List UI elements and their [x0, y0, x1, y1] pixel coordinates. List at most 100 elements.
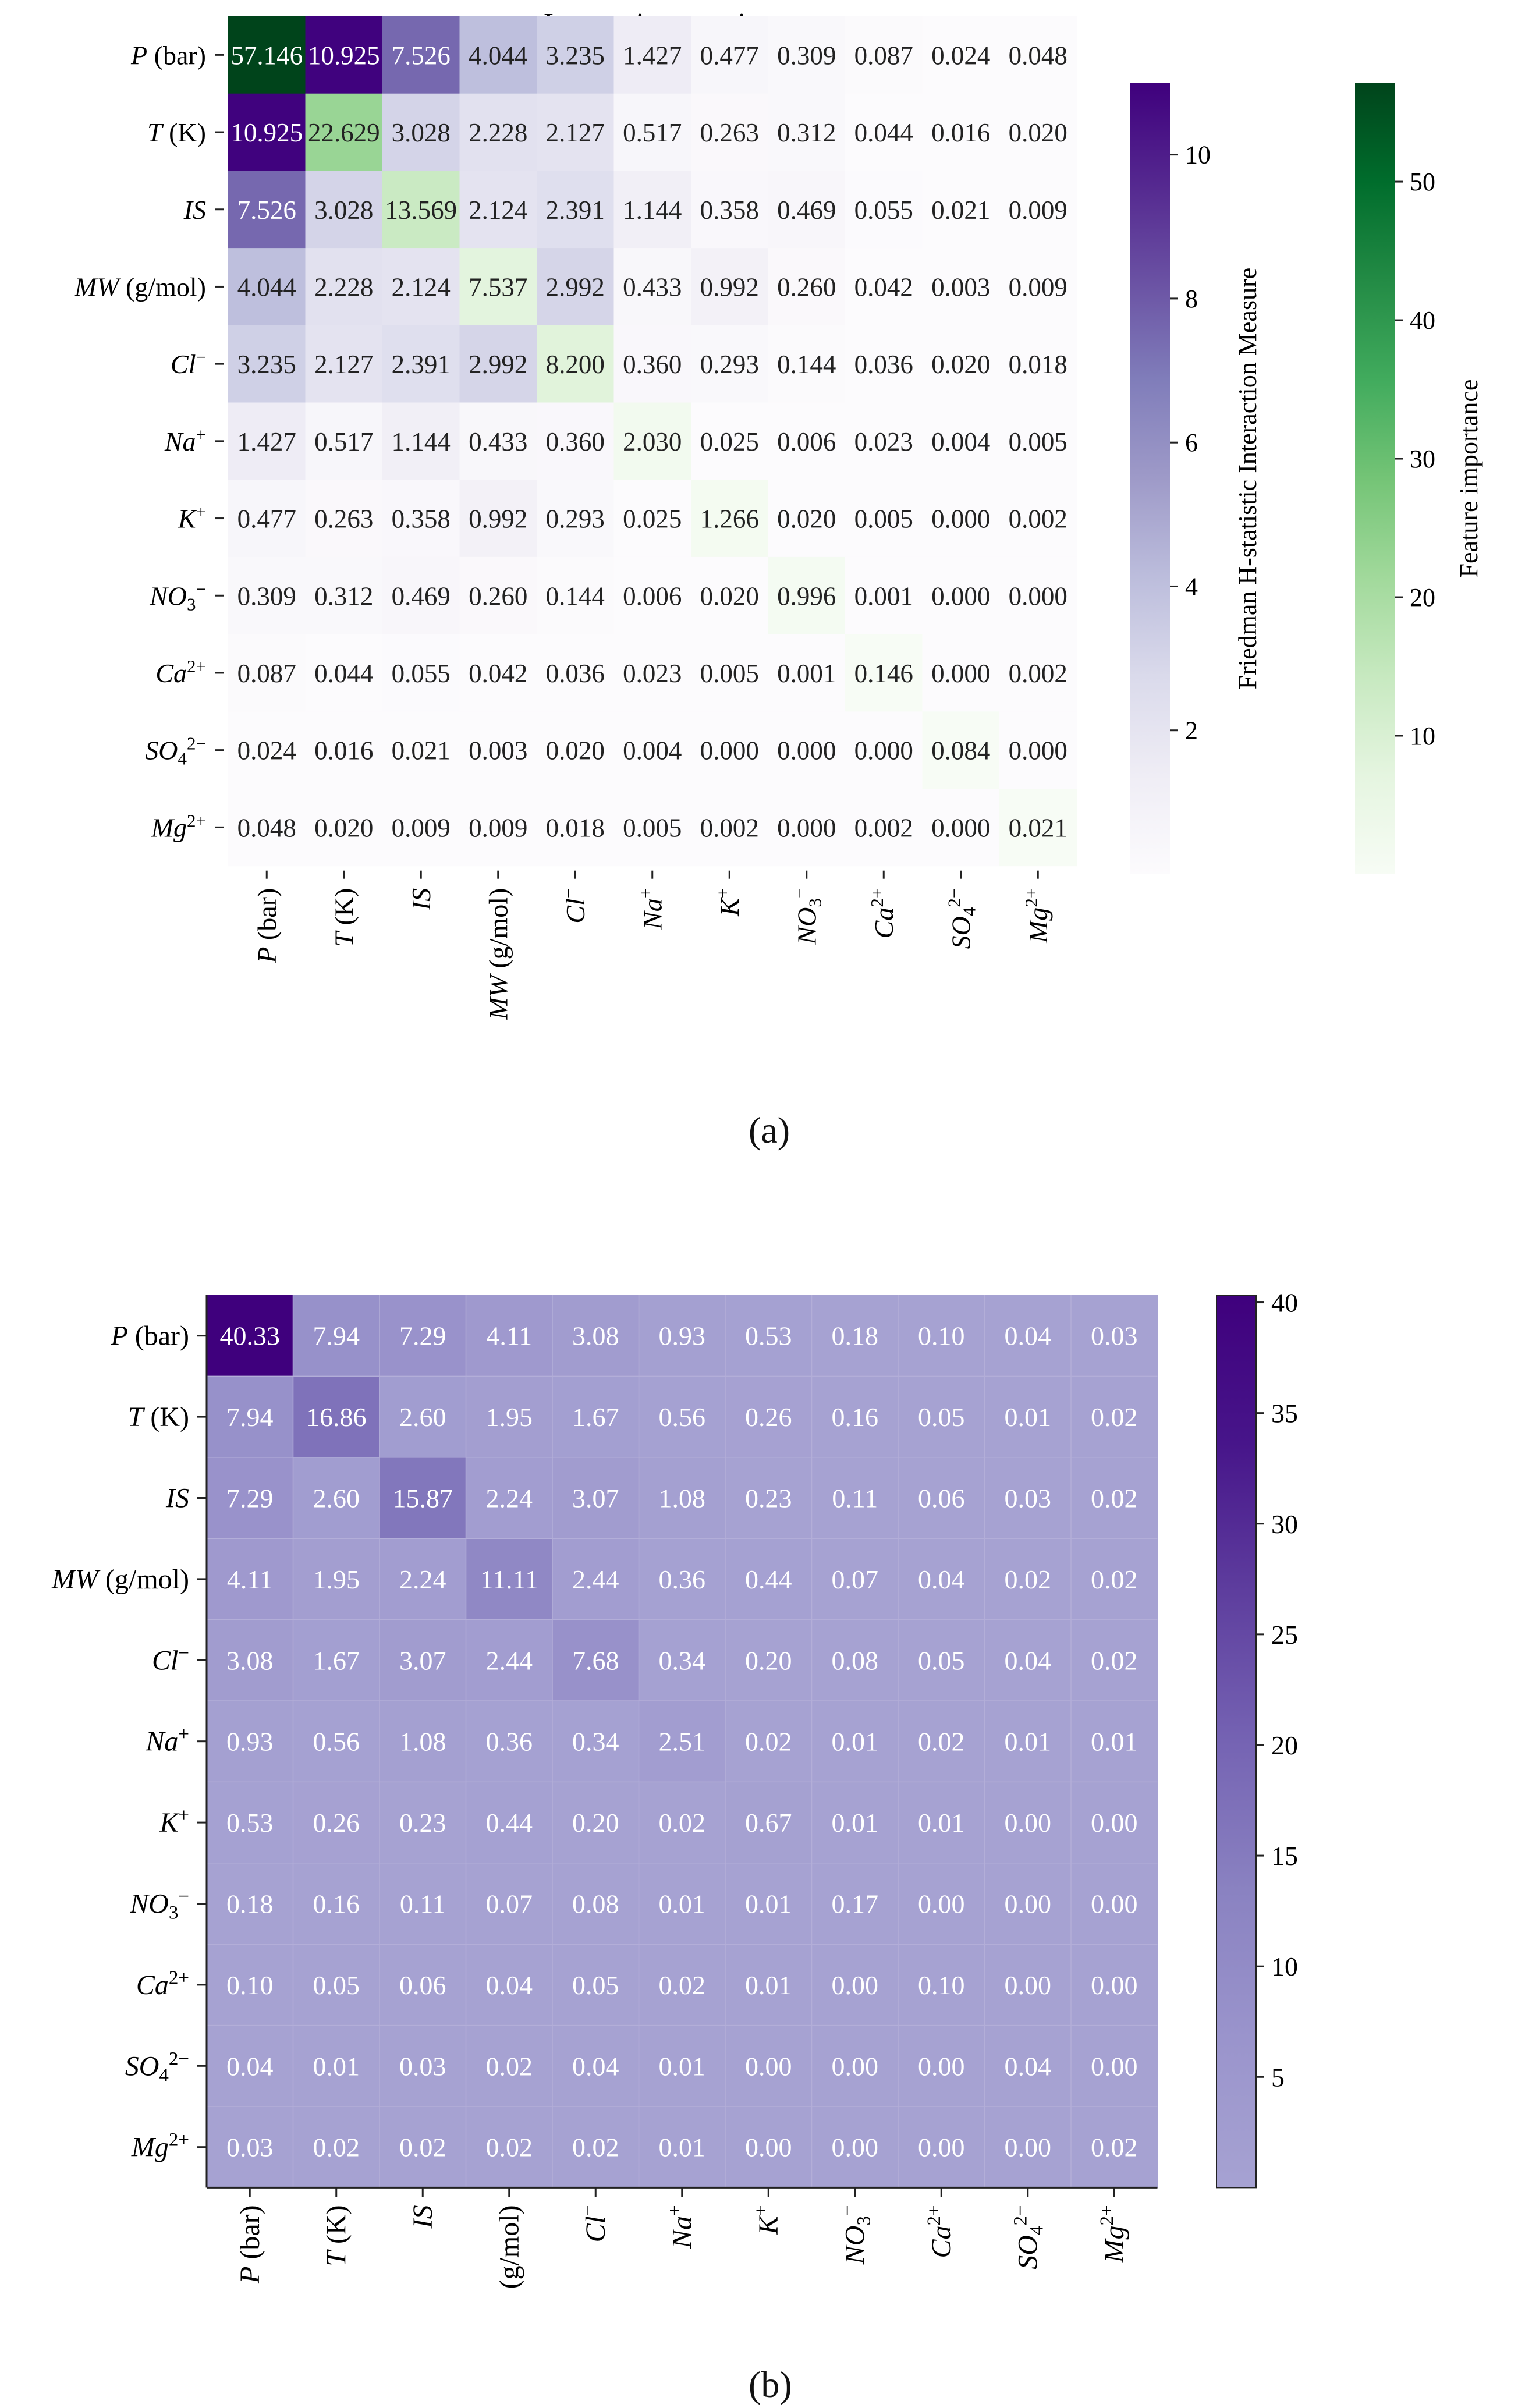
heatmap-a-cell	[613, 16, 691, 94]
heatmap-b-cell	[639, 1538, 726, 1620]
heatmap-b-value: 2.24	[486, 1484, 533, 1513]
heatmap-a-cell	[228, 93, 306, 171]
heatmap-a-value: 0.517	[314, 427, 373, 456]
heatmap-b-value: 0.01	[918, 1808, 965, 1838]
heatmap-b-value: 0.01	[832, 1808, 879, 1838]
heatmap-a-cell	[459, 93, 537, 171]
heatmap-a-cell	[691, 171, 768, 249]
heatmap-b-cell	[725, 2106, 812, 2188]
heatmap-a-cell	[768, 402, 846, 480]
heatmap-a-value: 7.537	[469, 272, 527, 302]
heatmap-b-value: 1.67	[572, 1402, 619, 1432]
heatmap-b-value: 0.02	[486, 2133, 533, 2162]
heatmap-b-cell	[725, 1457, 812, 1539]
heatmap-a-cell	[922, 171, 1000, 249]
heatmap-a-cell	[922, 325, 1000, 403]
heatmap-b-cell	[466, 1944, 553, 2026]
heatmap-a-row-label: T (K)	[147, 118, 206, 147]
heatmap-b-value: 40.33	[220, 1321, 281, 1351]
heatmap-a-value: 3.028	[392, 118, 451, 147]
heatmap-a-value: 0.000	[931, 505, 990, 534]
heatmap-a-col-label: Na+	[636, 888, 668, 930]
heatmap-a-value: 0.055	[854, 196, 913, 225]
heatmap-b-value: 0.02	[572, 2133, 619, 2162]
heatmap-b-value: 0.18	[832, 1321, 879, 1351]
heatmap-a-cell	[228, 16, 306, 94]
heatmap-a-value: 1.427	[237, 427, 296, 456]
heatmap-a-value: 2.228	[314, 272, 373, 302]
heatmap-b-cell	[811, 1538, 899, 1620]
heatmap-a-value: 2.391	[546, 196, 605, 225]
colorbar-b-tick-label: 30	[1271, 1509, 1298, 1539]
heatmap-b-row-label: NO3−	[129, 1886, 189, 1923]
heatmap-b-cell	[898, 1782, 985, 1864]
heatmap-a-row-label: Ca2+	[155, 656, 206, 688]
heatmap-a-value: 0.005	[1009, 427, 1067, 456]
heatmap-b-value: 0.53	[745, 1321, 792, 1351]
heatmap-a-cell	[613, 325, 691, 403]
heatmap-a-cell	[382, 480, 460, 558]
heatmap-b-value: 3.08	[572, 1321, 619, 1351]
heatmap-a-col-label: T (K)	[329, 888, 359, 947]
heatmap-b-cell	[207, 1295, 293, 1377]
heatmap-b-cell	[811, 1782, 899, 1864]
heatmap-b-cell	[984, 1538, 1072, 1620]
heatmap-b-cell	[1071, 2025, 1158, 2107]
heatmap-a-cell	[228, 325, 306, 403]
heatmap-a-value: 0.009	[1009, 196, 1067, 225]
heatmap-b-value: 3.07	[399, 1645, 446, 1675]
heatmap-a-cell	[537, 171, 614, 249]
heatmap-a-value: 3.235	[546, 41, 605, 70]
heatmap-b-value: 0.20	[745, 1645, 792, 1675]
heatmap-a-value: 0.024	[237, 736, 296, 765]
heatmap-a-value: 0.002	[700, 813, 759, 842]
heatmap-a-cell	[305, 789, 383, 867]
heatmap-a-cell	[999, 480, 1077, 558]
heatmap-b-value: 0.00	[918, 1889, 965, 1919]
heatmap-a-value: 0.000	[931, 813, 990, 842]
heatmap-b-cell	[207, 1782, 293, 1864]
heatmap-a-cell	[999, 556, 1077, 635]
heatmap-b-value: 0.00	[918, 2051, 965, 2081]
heatmap-a-cell	[305, 556, 383, 635]
heatmap-a-value: 0.517	[623, 118, 682, 147]
heatmap-a-value: 4.044	[469, 41, 527, 70]
heatmap-a-value: 0.036	[546, 659, 605, 688]
heatmap-b-cell	[639, 1457, 726, 1539]
heatmap-b-cell	[898, 1457, 985, 1539]
heatmap-a-value: 0.005	[623, 813, 682, 842]
heatmap-b-value: 0.02	[918, 1727, 965, 1757]
heatmap-a-cell	[228, 402, 306, 480]
heatmap-b-cell	[639, 1376, 726, 1458]
heatmap-b-cell	[207, 1457, 293, 1539]
heatmap-b-cell	[725, 1376, 812, 1458]
heatmap-a-value: 0.996	[777, 581, 836, 611]
heatmap-a-cell	[382, 248, 460, 326]
heatmap-b-value: 0.00	[1091, 2051, 1138, 2081]
heatmap-a-cell	[691, 248, 768, 326]
heatmap-a-col-label: P (bar)	[252, 888, 282, 964]
heatmap-a-value: 0.021	[1009, 813, 1067, 842]
heatmap-a-value: 0.263	[700, 118, 759, 147]
heatmap-b-value: 0.03	[1091, 1321, 1138, 1351]
heatmap-b-cell	[207, 1538, 293, 1620]
heatmap-b-cell	[984, 1944, 1072, 2026]
heatmap-a-cell	[999, 711, 1077, 789]
heatmap-a-value: 0.020	[700, 581, 759, 611]
heatmap-b-value: 0.05	[572, 1970, 619, 2000]
heatmap-b-cell	[552, 1782, 639, 1864]
heatmap-b-row-label: Ca2+	[136, 1967, 189, 2001]
heatmap-b-value: 0.00	[832, 1970, 879, 2000]
heatmap-b-cell	[552, 1619, 639, 1701]
heatmap-a-cell	[768, 556, 846, 635]
heatmap-a-cell	[613, 634, 691, 712]
heatmap-b-cell	[898, 1295, 985, 1377]
heatmap-a-value: 0.002	[854, 813, 913, 842]
panel-a-label: (a)	[749, 1109, 790, 1151]
heatmap-a-cell	[922, 556, 1000, 635]
heatmap-a-cell	[922, 480, 1000, 558]
heatmap-a-row-label: NO3−	[149, 579, 206, 614]
heatmap-b-value: 0.02	[659, 1808, 706, 1838]
heatmap-a-cell	[613, 402, 691, 480]
heatmap-a-cell	[999, 789, 1077, 867]
